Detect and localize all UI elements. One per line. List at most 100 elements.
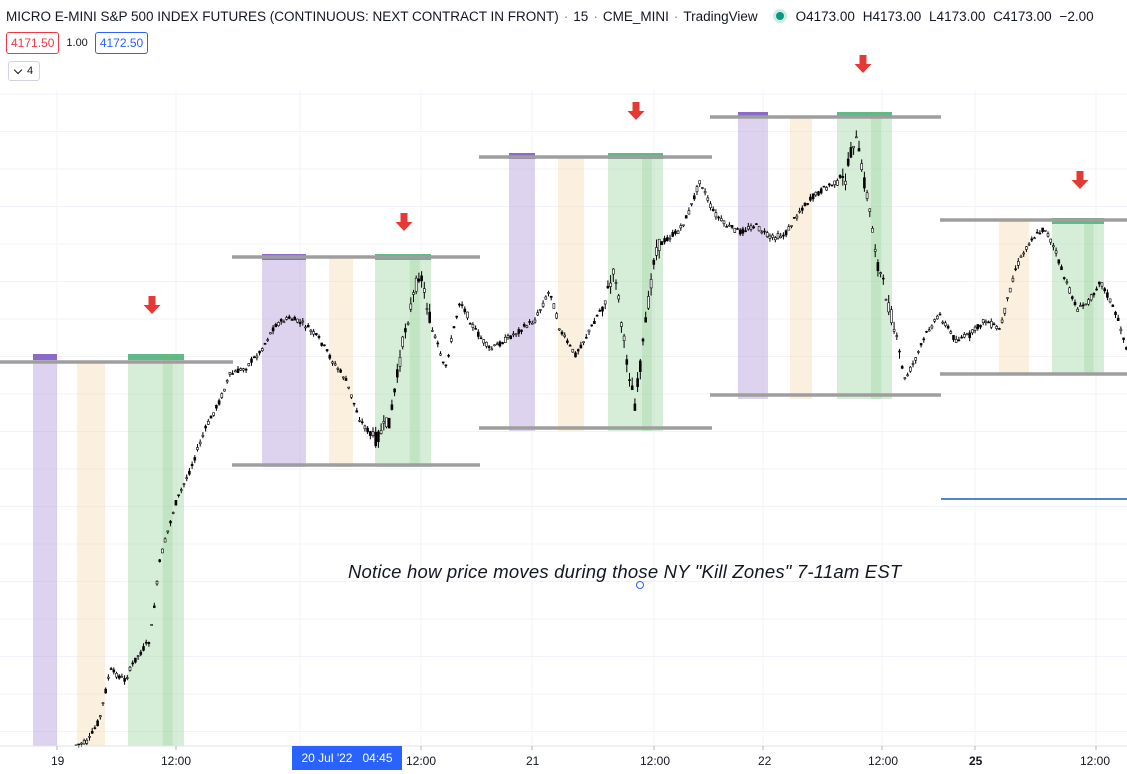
candle-body [730, 225, 734, 228]
candle-body [115, 672, 118, 678]
chart-annotation[interactable]: Notice how price moves during those NY "… [348, 561, 902, 582]
candle-body [150, 624, 153, 626]
candle-body [603, 300, 607, 305]
crosshair-date: 20 Jul '22 [301, 751, 353, 765]
candle-body [239, 368, 242, 371]
candle-body [1087, 299, 1090, 305]
candle-body [501, 342, 504, 345]
green-kill-zone [128, 354, 184, 746]
candle-body [757, 226, 761, 232]
candle-body [117, 675, 121, 679]
green-zone-cap [837, 112, 892, 118]
candle-body [1027, 243, 1031, 246]
candle-body [946, 325, 950, 329]
candle-body [250, 358, 253, 363]
candle-body [231, 373, 234, 375]
candle-body [422, 288, 426, 293]
candle-body [341, 376, 345, 379]
candle-body [476, 331, 480, 337]
candle-body [309, 329, 313, 332]
candle-body [657, 238, 661, 251]
candle-body [798, 210, 801, 213]
candle-body [822, 185, 826, 188]
candle-body [768, 235, 772, 239]
candle-body [887, 302, 891, 313]
bid-price-button[interactable]: 4171.50 [6, 32, 60, 54]
candle-body [458, 303, 461, 306]
candle-body [876, 262, 880, 272]
candle-body [355, 410, 359, 413]
candle-body [385, 417, 388, 428]
candle-body [287, 316, 291, 319]
candle-body [728, 224, 731, 227]
candle-body [625, 359, 629, 365]
candle-body [814, 191, 818, 196]
candle-body [952, 335, 955, 341]
candle-body [919, 343, 923, 346]
candle-body [1046, 233, 1050, 237]
candle-body [679, 225, 683, 229]
candle-body [830, 184, 834, 187]
candle-body [779, 235, 783, 238]
candle-body [773, 237, 777, 241]
candle-body [350, 394, 353, 398]
candle-body [131, 662, 134, 665]
candle-body [795, 215, 799, 219]
candle-body [971, 329, 974, 334]
time-axis-ticks [56, 746, 1097, 750]
candle-body [719, 218, 723, 222]
candle-body [207, 421, 210, 425]
purple-zone-cap [738, 112, 768, 118]
candle-body [998, 328, 1001, 330]
candle-body [817, 191, 820, 196]
change-value: −2.00 [1059, 8, 1094, 24]
candle-body [217, 400, 221, 405]
indicators-toggle-button[interactable]: 4 [8, 61, 41, 81]
candle-body [841, 176, 845, 178]
candle-body [922, 338, 926, 341]
candle-body [120, 676, 124, 678]
candle-body [80, 742, 83, 745]
candle-body [85, 739, 89, 744]
candle-body [123, 678, 126, 682]
candle-body [665, 237, 669, 242]
candle-body [908, 366, 912, 372]
candle-body [638, 360, 642, 373]
time-label-1200: 12:00 [868, 754, 899, 768]
candle-body [674, 230, 677, 234]
low-value: L4173.00 [929, 8, 986, 24]
candle-body [987, 321, 990, 324]
candle-body [514, 333, 518, 336]
candle-body [611, 268, 615, 275]
candle-body [628, 379, 631, 381]
candle-body [695, 186, 699, 193]
candle-body [809, 196, 812, 201]
candle-body [765, 232, 769, 237]
candle-body [711, 208, 715, 211]
candle-body [560, 331, 564, 335]
candle-body [520, 329, 523, 332]
symbol-title[interactable]: MICRO E-MINI S&P 500 INDEX FUTURES (CONT… [6, 8, 559, 24]
candle-body [171, 512, 175, 514]
candle-body [468, 322, 472, 325]
ask-price-button[interactable]: 4172.50 [94, 32, 149, 54]
candle-body [690, 203, 693, 205]
candle-body [344, 378, 348, 381]
candle-body [533, 319, 537, 323]
candle-body [1065, 281, 1069, 284]
candle-body [198, 441, 202, 445]
candle-body [279, 319, 283, 322]
candle-body [854, 136, 858, 139]
candle-body [336, 368, 340, 370]
candle-body [358, 420, 361, 422]
candle-body [449, 338, 453, 342]
candle-body [792, 217, 796, 219]
candle-body [555, 313, 558, 319]
candle-body [717, 216, 720, 219]
candle-body [169, 520, 172, 524]
candle-body [965, 333, 969, 336]
interval-label[interactable]: 15 [573, 8, 589, 24]
kill-zone-arrows [143, 55, 1089, 314]
candle-body [328, 354, 332, 359]
